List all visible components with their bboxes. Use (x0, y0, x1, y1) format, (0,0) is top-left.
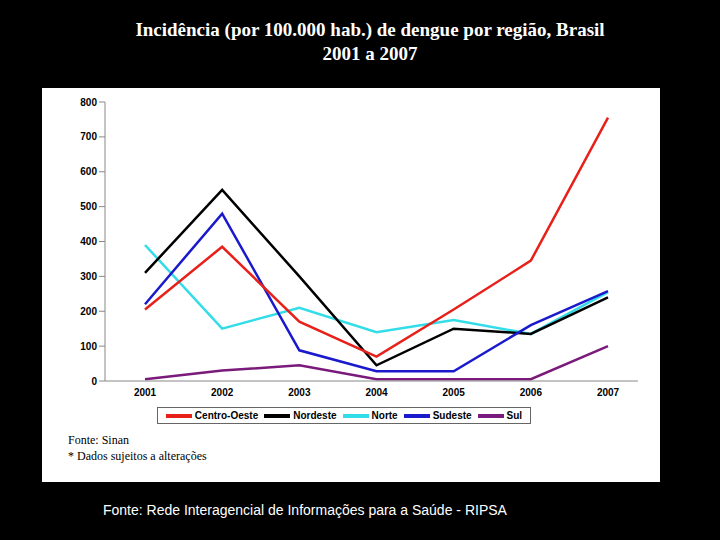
svg-text:2002: 2002 (211, 387, 234, 398)
svg-text:2007: 2007 (597, 387, 620, 398)
html-text:Sul: Sul (506, 410, 523, 421)
html-text:Centro-Oeste: Centro-Oeste (194, 410, 259, 421)
svg-text:600: 600 (80, 166, 97, 177)
svg-text:200: 200 (80, 306, 97, 317)
svg-text:300: 300 (80, 271, 97, 282)
html-text:Fonte: Sinan: Fonte: Sinan (68, 433, 129, 447)
html-text:Sudeste: Sudeste (432, 410, 472, 421)
svg-text:2001: 2001 (134, 387, 157, 398)
svg-text:2003: 2003 (288, 387, 311, 398)
svg-text:100: 100 (80, 341, 97, 352)
svg-text:2005: 2005 (443, 387, 466, 398)
svg-text:2004: 2004 (365, 387, 388, 398)
html-text:* Dados sujeitos a alterações: * Dados sujeitos a alterações (68, 449, 207, 463)
svg-text:800: 800 (80, 97, 97, 108)
html-text:Norte: Norte (371, 410, 398, 421)
svg-text:400: 400 (80, 236, 97, 247)
html-text:Incidência (por 100.000 hab.): Incidência (por 100.000 hab.) de dengue … (135, 19, 605, 64)
html-text:Fonte: Rede Interagencial de I: Fonte: Rede Interagencial de Informações… (103, 502, 507, 518)
svg-text:2006: 2006 (520, 387, 543, 398)
svg-text:0: 0 (91, 376, 97, 387)
svg-text:500: 500 (80, 201, 97, 212)
svg-text:700: 700 (80, 131, 97, 142)
html-text:Nordeste: Nordeste (293, 410, 337, 421)
